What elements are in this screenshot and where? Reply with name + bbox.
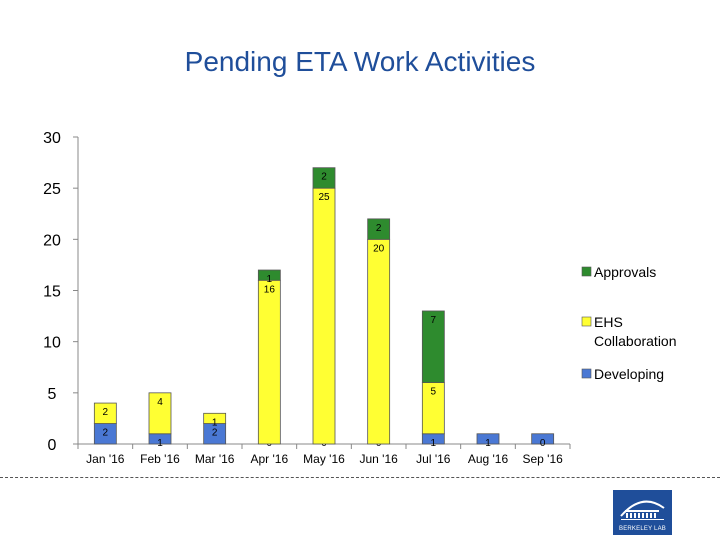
data-label: 2 [321, 172, 327, 183]
y-tick-label: 15 [43, 284, 61, 301]
x-tick-label: Mar '16 [195, 452, 235, 466]
legend-swatch [581, 266, 592, 277]
bar-segment [257, 269, 281, 281]
data-label: 7 [431, 315, 437, 326]
data-label: 1 [431, 438, 437, 449]
berkeley-lab-logo: BERKELEY LAB [613, 490, 672, 535]
legend-swatch [581, 368, 592, 379]
x-tick-label: May '16 [303, 452, 345, 466]
data-label: 16 [264, 284, 276, 295]
data-label: 25 [318, 192, 330, 203]
bar-segment [203, 412, 227, 424]
x-tick-label: Jul '16 [416, 452, 451, 466]
logo-text: BERKELEY LAB [619, 526, 666, 532]
data-label: 2 [212, 428, 218, 439]
x-tick-label: Aug '16 [468, 452, 509, 466]
chart-title: Pending ETA Work Activities [184, 46, 536, 77]
y-tick-label: 0 [48, 437, 57, 454]
data-label: 2 [103, 428, 109, 439]
data-label: 2 [103, 407, 109, 418]
data-label: 20 [373, 243, 385, 254]
y-tick-label: 5 [48, 386, 57, 403]
y-tick-label: 30 [43, 130, 61, 147]
bar-segment [312, 187, 336, 445]
x-tick-label: Apr '16 [251, 452, 289, 466]
bar-segment [312, 167, 336, 189]
y-tick-label: 25 [43, 181, 61, 198]
lab-building-icon [620, 500, 665, 520]
legend-label: Approvals [594, 264, 656, 280]
data-label: 1 [212, 417, 218, 428]
bar-segment [367, 218, 391, 240]
bar-segment [367, 238, 391, 445]
bar-segment [257, 279, 281, 445]
x-tick-label: Jun '16 [360, 452, 399, 466]
data-label: 1 [267, 274, 273, 285]
data-label: 1 [157, 438, 163, 449]
bar-segment [476, 433, 500, 445]
bar-segment [93, 402, 117, 424]
legend-label: Developing [594, 366, 664, 382]
data-label: 5 [431, 387, 437, 398]
x-tick-label: Feb '16 [140, 452, 180, 466]
data-label: 4 [157, 397, 163, 408]
x-tick-label: Jan '16 [86, 452, 125, 466]
legend-swatch [581, 316, 592, 327]
data-label: 2 [376, 223, 382, 234]
y-tick-label: 10 [43, 335, 61, 352]
bar-segment [148, 392, 172, 435]
footer-divider [0, 477, 720, 478]
y-tick-label: 20 [43, 232, 61, 249]
legend-label: EHS Collaboration [594, 314, 677, 349]
data-label: 1 [485, 438, 491, 449]
data-label: 0 [540, 438, 546, 449]
bar-segment [421, 310, 445, 384]
bar-segment [531, 433, 555, 445]
x-tick-label: Sep '16 [523, 452, 564, 466]
